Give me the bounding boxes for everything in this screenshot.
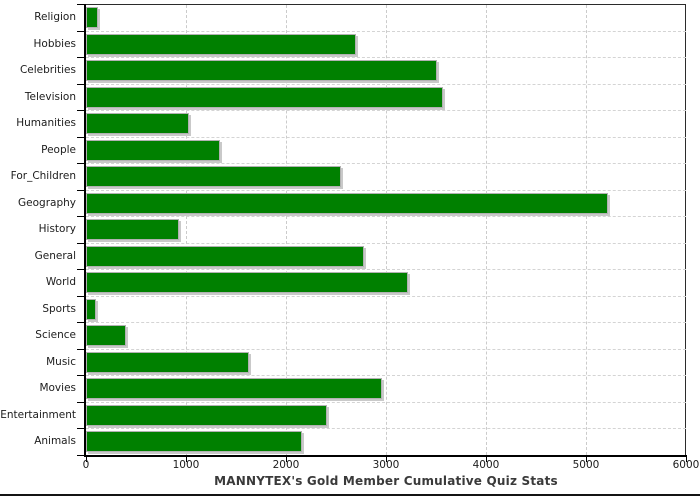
bar-music [86, 351, 249, 373]
grid-hline [86, 348, 686, 350]
x-axis-tick [586, 457, 587, 462]
x-axis-label: 0 [82, 459, 90, 471]
y-axis-tick [77, 269, 85, 271]
y-axis-tick [77, 216, 85, 218]
y-axis-tick [77, 455, 85, 456]
y-axis-label: World [45, 276, 76, 289]
y-axis-tick [77, 57, 85, 59]
grid-hline [86, 136, 686, 138]
y-axis-tick [77, 110, 85, 112]
grid-hline [86, 375, 686, 377]
bottom-divider [0, 494, 700, 496]
grid-vline [586, 5, 587, 455]
y-axis-tick [77, 295, 85, 297]
y-axis-label: General [34, 249, 76, 262]
bar-celebrities [86, 60, 437, 82]
x-axis-tick [86, 457, 87, 462]
grid-hline [86, 428, 686, 430]
y-axis-label: Animals [34, 435, 76, 448]
y-axis-label: Television [24, 90, 76, 103]
bar-history [86, 219, 179, 241]
grid-hline [86, 83, 686, 85]
y-axis-tick [77, 189, 85, 191]
y-axis-tick [77, 348, 85, 350]
grid-hline [86, 57, 686, 59]
grid-vline [286, 5, 287, 455]
y-axis-tick [77, 136, 85, 138]
bar-science [86, 325, 126, 347]
bar-world [86, 272, 408, 294]
y-axis-tick [77, 30, 85, 32]
y-axis-label: People [41, 143, 76, 156]
bar-animals [86, 431, 302, 453]
x-axis-tick [186, 457, 187, 462]
y-axis-label: History [38, 223, 76, 236]
grid-hline [86, 322, 686, 324]
bar-entertainment [86, 404, 327, 426]
x-axis-tick [486, 457, 487, 462]
x-axis-label: 2000 [272, 459, 300, 471]
bar-sports [86, 298, 96, 320]
bar-general [86, 245, 364, 267]
x-axis-label: 6000 [672, 459, 700, 471]
grid-hline [86, 269, 686, 271]
bar-religion [86, 7, 98, 28]
chart-title: MANNYTEX's Gold Member Cumulative Quiz S… [214, 474, 558, 488]
y-axis-label: Movies [39, 382, 76, 395]
grid-hline [86, 216, 686, 218]
bar-people [86, 139, 220, 161]
y-axis-label: Humanities [16, 117, 76, 130]
grid-hline [86, 110, 686, 112]
grid-vline [186, 5, 187, 455]
y-axis-tick [77, 322, 85, 324]
x-axis-tick [386, 457, 387, 462]
y-axis-tick [77, 83, 85, 85]
bar-for_children [86, 166, 341, 188]
y-axis-tick [77, 428, 85, 430]
grid-hline [86, 401, 686, 403]
y-axis-label: Entertainment [0, 408, 76, 421]
bar-television [86, 86, 443, 108]
grid-hline [86, 163, 686, 165]
bar-movies [86, 378, 382, 400]
y-axis-label: Science [35, 329, 76, 342]
grid-vline [486, 5, 487, 455]
grid-vline [386, 5, 387, 455]
y-axis-tick [77, 375, 85, 377]
bar-hobbies [86, 33, 356, 55]
x-axis-tick [686, 457, 687, 462]
bar-geography [86, 192, 608, 214]
y-axis-tick [77, 242, 85, 244]
x-axis-tick [286, 457, 287, 462]
plot-area [86, 4, 686, 455]
x-axis-label: 3000 [372, 459, 400, 471]
grid-hline [86, 189, 686, 191]
grid-hline [86, 30, 686, 32]
y-axis-tick [77, 401, 85, 403]
x-axis-label: 5000 [572, 459, 600, 471]
y-axis-label: Music [46, 355, 76, 368]
y-axis-label: Hobbies [33, 37, 77, 50]
grid-hline [86, 242, 686, 244]
grid-hline [86, 295, 686, 297]
y-axis-tick [77, 4, 85, 5]
x-axis-label: 4000 [472, 459, 500, 471]
y-axis-label: Geography [18, 196, 76, 209]
y-axis-line [84, 4, 86, 456]
y-axis-label: For_Children [10, 170, 76, 183]
y-axis-label: Sports [42, 302, 76, 315]
x-axis-line [84, 455, 687, 457]
y-axis-tick [77, 163, 85, 165]
bar-humanities [86, 113, 189, 135]
y-axis-label: Celebrities [19, 64, 76, 77]
x-axis-label: 1000 [172, 459, 200, 471]
y-axis-label: Religion [34, 11, 76, 23]
